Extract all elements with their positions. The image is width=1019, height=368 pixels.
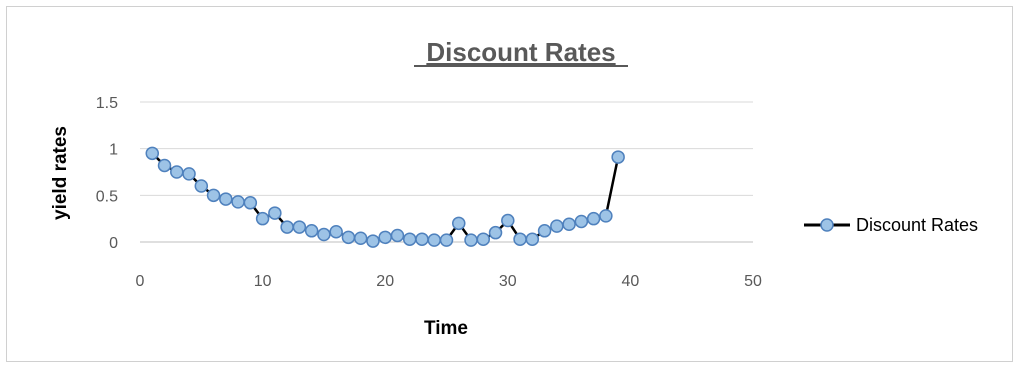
data-point — [353, 231, 368, 246]
data-point — [182, 167, 196, 181]
series-discount-rates — [145, 146, 625, 248]
x-tick-label: 40 — [622, 273, 640, 290]
x-tick-label: 0 — [136, 273, 145, 290]
data-point — [562, 217, 576, 232]
y-tick-labels: 0 0.5 1 1.5 — [96, 95, 118, 252]
y-tick-label: 0 — [109, 235, 118, 252]
y-axis-title: yield rates — [50, 126, 71, 220]
y-tick-label: 1.5 — [96, 95, 118, 112]
x-axis-title: Time — [424, 318, 468, 339]
data-point — [206, 188, 221, 203]
data-point — [329, 224, 343, 239]
data-point — [513, 232, 527, 246]
data-point — [157, 158, 172, 173]
x-tick-label: 30 — [499, 273, 517, 290]
data-point — [243, 196, 258, 210]
data-point — [194, 179, 209, 193]
data-point — [427, 233, 441, 247]
data-point — [488, 225, 503, 240]
y-tick-label: 0.5 — [96, 188, 118, 205]
data-point — [611, 150, 625, 164]
data-point — [145, 146, 160, 161]
data-point — [219, 192, 233, 206]
data-point — [574, 214, 589, 229]
data-point — [378, 230, 392, 245]
gridlines — [140, 101, 753, 243]
legend: Discount Rates — [804, 215, 978, 235]
data-point — [390, 228, 405, 243]
data-point — [464, 233, 478, 247]
data-point — [268, 206, 282, 220]
data-point — [501, 213, 515, 228]
data-point — [231, 195, 245, 209]
legend-label: Discount Rates — [856, 215, 978, 235]
data-point — [317, 227, 331, 242]
data-point — [366, 234, 380, 248]
data-point — [525, 232, 540, 246]
data-point — [415, 232, 429, 246]
data-point — [550, 219, 564, 233]
data-point — [537, 224, 552, 238]
x-tick-label: 20 — [376, 273, 394, 290]
data-point — [255, 211, 270, 226]
x-tick-labels: 0 10 20 30 40 50 — [136, 273, 762, 290]
data-point — [439, 233, 454, 247]
y-tick-label: 1 — [109, 142, 118, 159]
data-point — [599, 209, 613, 223]
x-tick-label: 50 — [744, 273, 762, 290]
legend-marker — [820, 218, 834, 232]
x-tick-label: 10 — [254, 273, 272, 290]
data-point — [586, 211, 601, 226]
data-point — [170, 165, 184, 179]
chart-title: Discount Rates — [426, 37, 615, 67]
data-point — [292, 220, 307, 234]
data-point — [476, 232, 491, 246]
data-point — [452, 216, 466, 231]
data-point — [280, 220, 294, 234]
data-point — [304, 224, 319, 238]
data-point — [402, 232, 417, 246]
data-point — [341, 230, 356, 245]
